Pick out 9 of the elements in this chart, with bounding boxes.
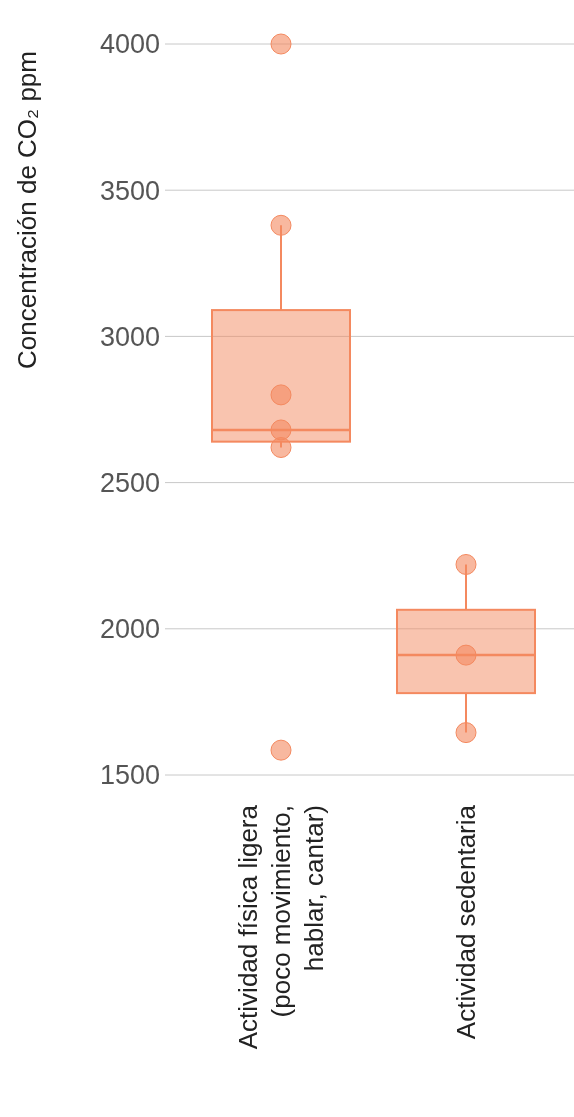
y-tick-label: 3500: [99, 175, 160, 206]
y-tick-label: 2500: [99, 468, 160, 499]
y-tick-label: 1500: [99, 760, 160, 791]
x-tick-label: Actividad física ligera (poco movimiento, hablar, cantar): [233, 804, 329, 1050]
y-tick-label: 2000: [99, 614, 160, 645]
y-axis-title: Concentración de CO₂ ppm: [12, 51, 42, 369]
x-tick-label: Actividad sedentaria: [451, 804, 481, 1040]
y-tick-label: 4000: [99, 29, 160, 60]
y-tick-label: 3000: [99, 321, 160, 352]
